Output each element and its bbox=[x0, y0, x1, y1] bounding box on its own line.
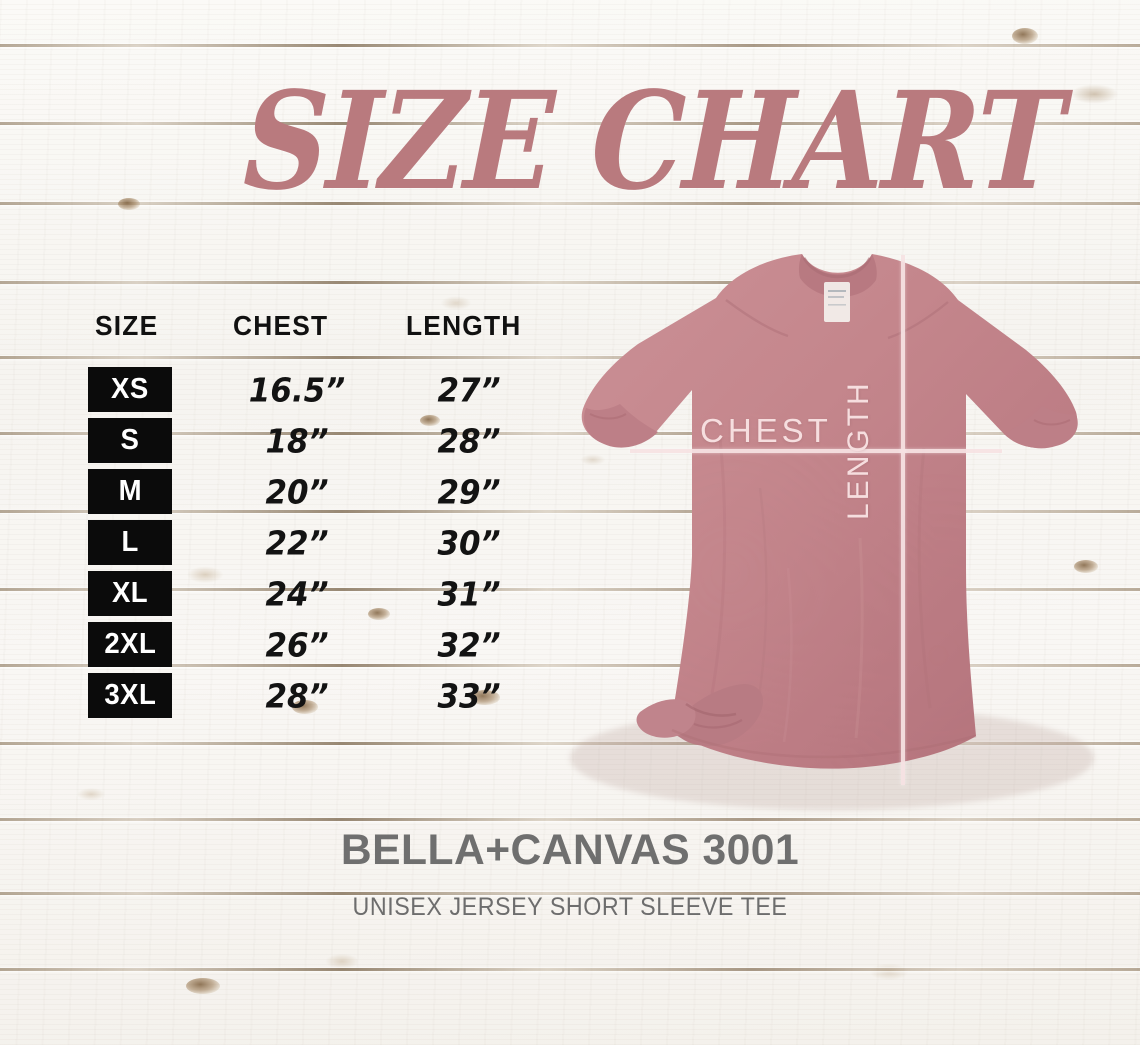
size-label: XS bbox=[111, 373, 149, 405]
size-label: XL bbox=[111, 577, 149, 609]
plank-seam bbox=[0, 281, 1140, 284]
plank-seam bbox=[0, 510, 1140, 513]
plank-seam bbox=[0, 968, 1140, 971]
column-header-chest: CHEST bbox=[233, 310, 329, 341]
length-value: 29” bbox=[437, 474, 501, 512]
plank-seam bbox=[0, 664, 1140, 667]
size-label: 3XL bbox=[104, 679, 156, 711]
plank-seam bbox=[0, 588, 1140, 591]
table-row: S 18” 28” bbox=[0, 418, 560, 469]
chest-value: 16.5” bbox=[248, 372, 346, 410]
chest-value: 22” bbox=[265, 525, 329, 563]
table-header-row: SIZE CHEST LENGTH bbox=[0, 310, 560, 344]
wood-knot bbox=[118, 198, 140, 210]
wood-knot bbox=[292, 700, 318, 714]
plank-seam bbox=[0, 892, 1140, 895]
size-label: 2XL bbox=[104, 628, 156, 660]
plank-seam bbox=[0, 356, 1140, 359]
column-header-size: SIZE bbox=[95, 310, 159, 341]
table-row: XL 24” 31” bbox=[0, 571, 560, 622]
length-value: 33” bbox=[437, 678, 501, 716]
table-row: XS 16.5” 27” bbox=[0, 367, 560, 418]
table-row: M 20” 29” bbox=[0, 469, 560, 520]
plank-seam bbox=[0, 122, 1140, 125]
tshirt-illustration bbox=[570, 254, 1094, 810]
table-row: 2XL 26” 32” bbox=[0, 622, 560, 673]
length-value: 32” bbox=[437, 627, 501, 665]
length-value: 30” bbox=[437, 525, 501, 563]
length-measurement-line bbox=[901, 255, 905, 785]
chest-guide-label: CHEST bbox=[700, 412, 832, 449]
size-badge: M bbox=[88, 469, 172, 514]
brand-name: BELLA+CANVAS 3001 bbox=[340, 826, 800, 874]
column-header-length: LENGTH bbox=[406, 310, 522, 341]
size-table-body: XS 16.5” 27” S 18” 28” M 20” 29” L 22” 3… bbox=[0, 367, 560, 724]
wood-knot bbox=[1012, 28, 1038, 44]
size-label: M bbox=[118, 475, 142, 507]
wood-knot bbox=[1074, 560, 1098, 573]
plank-seam bbox=[0, 44, 1140, 47]
tshirt-product-image bbox=[520, 238, 1140, 818]
chest-measurement-line bbox=[630, 449, 1002, 453]
wood-knot bbox=[420, 415, 440, 426]
chest-value: 18” bbox=[265, 423, 329, 461]
product-subtitle: UNISEX JERSEY SHORT SLEEVE TEE bbox=[352, 893, 788, 921]
size-badge: 3XL bbox=[88, 673, 172, 718]
wood-knot bbox=[368, 608, 390, 620]
table-row: L 22” 30” bbox=[0, 520, 560, 571]
chest-value: 24” bbox=[265, 576, 329, 614]
wood-knot bbox=[186, 978, 220, 994]
plank-seam bbox=[0, 432, 1140, 435]
chest-value: 20” bbox=[265, 474, 329, 512]
chest-value: 28” bbox=[265, 678, 329, 716]
size-label: L bbox=[121, 526, 139, 558]
size-badge: L bbox=[88, 520, 172, 565]
plank-seam bbox=[0, 818, 1140, 821]
size-badge: S bbox=[88, 418, 172, 463]
page-title: SIZE CHART bbox=[241, 61, 1065, 220]
size-badge: XL bbox=[88, 571, 172, 616]
table-row: 3XL 28” 33” bbox=[0, 673, 560, 724]
length-value: 28” bbox=[437, 423, 501, 461]
plank-seam bbox=[0, 742, 1140, 745]
length-guide-label: LENGTH bbox=[842, 380, 875, 520]
length-value: 27” bbox=[437, 372, 501, 410]
length-value: 31” bbox=[437, 576, 501, 614]
size-badge: XS bbox=[88, 367, 172, 412]
size-label: S bbox=[120, 424, 140, 456]
plank-seam bbox=[0, 202, 1140, 205]
wood-knot bbox=[470, 690, 500, 705]
size-badge: 2XL bbox=[88, 622, 172, 667]
chest-value: 26” bbox=[265, 627, 329, 665]
